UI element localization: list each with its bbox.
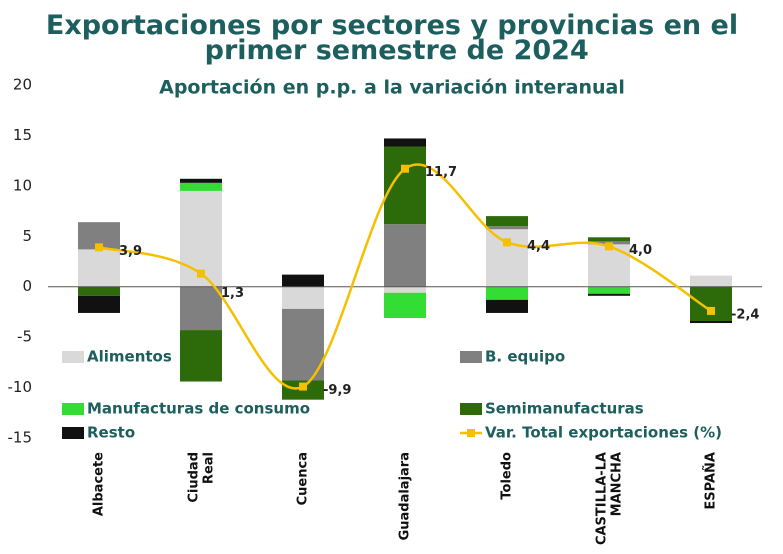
bar-segment	[588, 237, 630, 242]
bar-segment	[78, 286, 120, 296]
bar-segment	[180, 330, 222, 382]
bar-segment	[78, 249, 120, 287]
y-tick-label: 0	[22, 277, 32, 295]
bar-segment	[690, 321, 732, 324]
legend-label: Semimanufacturas	[485, 400, 644, 418]
y-tick-label: 20	[13, 76, 32, 94]
bar-segment	[588, 244, 630, 287]
data-label: 4,4	[527, 239, 550, 254]
bar-segment	[486, 216, 528, 227]
y-tick-label: 15	[13, 126, 32, 144]
chart-title: Exportaciones por sectores y provincias …	[46, 10, 738, 66]
legend-label: Var. Total exportaciones (%)	[485, 424, 722, 442]
bar-segment	[486, 226, 528, 230]
legend-swatch	[460, 351, 482, 363]
bar-segment	[282, 286, 324, 309]
data-label: 4,0	[629, 243, 652, 258]
x-tick-label: Toledo	[500, 452, 515, 500]
bar-segment	[588, 293, 630, 296]
y-tick-label: -15	[8, 429, 33, 447]
line-marker	[197, 269, 205, 278]
x-tick-label: CASTILLA-LA MANCHA	[594, 452, 624, 545]
x-tick-label: Ciudad Real	[186, 452, 216, 503]
line-marker	[707, 306, 715, 315]
y-tick-label: -10	[8, 378, 33, 396]
bar-segment	[180, 178, 222, 183]
line-marker	[95, 243, 103, 252]
legend-marker	[467, 429, 475, 437]
legend-swatch	[62, 427, 84, 439]
bar-segment	[384, 138, 426, 147]
data-label: 11,7	[425, 165, 457, 180]
y-tick-label: 5	[22, 227, 32, 245]
legend-swatch	[62, 403, 84, 415]
bar-segment	[384, 292, 426, 318]
bar-segment	[588, 286, 630, 294]
legend-label: Resto	[87, 424, 135, 442]
data-label: -9,9	[323, 383, 351, 398]
bar-segment	[690, 286, 732, 322]
bar-segment	[282, 274, 324, 287]
y-tick-label: 10	[13, 176, 32, 194]
line-marker	[299, 382, 307, 391]
legend-swatch	[460, 403, 482, 415]
y-tick-label: -5	[17, 328, 32, 346]
legend-swatch	[62, 351, 84, 363]
x-tick-label: ESPAÑA	[703, 452, 719, 510]
legend-label: Manufacturas de consumo	[87, 400, 310, 418]
bar-segment	[78, 295, 120, 313]
bar-segment	[486, 286, 528, 300]
legend-label: Alimentos	[87, 348, 172, 366]
line-marker	[401, 164, 409, 173]
line-marker	[605, 242, 613, 251]
legend-label: B. equipo	[485, 348, 565, 366]
bar-segment	[180, 286, 222, 331]
bar-segment	[180, 182, 222, 191]
chart-subtitle: Aportación en p.p. a la variación intera…	[159, 77, 625, 99]
x-tick-label: Cuenca	[296, 452, 311, 505]
bar-segment	[384, 224, 426, 287]
bar-segment	[486, 229, 528, 287]
bar-segment	[690, 275, 732, 287]
x-tick-label: Albacete	[92, 452, 107, 516]
bar-segment	[282, 308, 324, 381]
data-label: 1,3	[221, 286, 244, 301]
bar-segment	[384, 286, 426, 293]
bar-segment	[486, 299, 528, 313]
data-label: -2,4	[731, 307, 759, 322]
data-label: 3,9	[119, 244, 142, 259]
line-marker	[503, 238, 511, 247]
x-tick-label: Guadalajara	[398, 452, 413, 540]
